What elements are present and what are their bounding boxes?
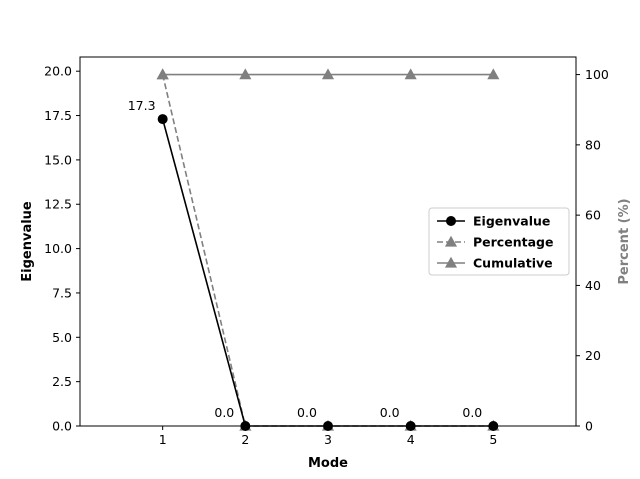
y2-tick-label: 40 [585,278,601,293]
y2-tick-label: 0 [585,419,593,434]
data-label: 0.0 [297,405,317,420]
legend-label-percentage: Percentage [473,235,553,250]
axes-layer: 1 2 3 4 5 0.0 2.5 5.0 7.5 10.0 12.5 15.0 17.5 20.0 0 20… [44,64,609,447]
y2-tick-label: 20 [585,348,601,363]
y-tick-label: 10.0 [44,241,72,256]
x-tick-label: 1 [159,432,167,447]
y-tick-label: 0.0 [52,419,72,434]
y-tick-label: 5.0 [52,330,72,345]
y-tick-label: 2.5 [52,374,72,389]
legend-marker-cumulative [444,256,458,268]
y2-axis-title: Percent (%) [617,198,632,284]
cumulative-point [404,68,417,80]
y-tick-label: 12.5 [44,197,72,212]
y-axis-title: Eigenvalue [20,201,35,282]
percentage-point [156,68,169,80]
legend-label-eigenvalue: Eigenvalue [473,214,550,229]
legend-marker-eigenvalue [446,216,456,226]
legend-marker-percentage [444,235,458,247]
x-axis-title: Mode [308,456,348,471]
data-label: 0.0 [214,405,234,420]
cumulative-point [487,68,500,80]
data-label: 0.0 [380,405,400,420]
y2-tick-label: 80 [585,137,601,152]
y2-tick-label: 60 [585,208,601,223]
y-tick-label: 17.5 [44,108,72,123]
legend-box [428,207,570,276]
y-tick-label: 15.0 [44,152,72,167]
legend-label-cumulative: Cumulative [473,256,553,271]
x-tick-label: 2 [241,432,249,447]
cumulative-point [239,68,252,80]
x-tick-label: 5 [489,432,497,447]
data-label: 17.3 [128,98,156,113]
data-label: 0.0 [462,405,482,420]
eigenvalue-point [157,114,168,125]
x-tick-label: 3 [324,432,332,447]
x-tick-label: 4 [407,432,415,447]
y-tick-label: 7.5 [52,285,72,300]
cumulative-point [321,68,335,80]
y2-tick-label: 100 [585,67,609,82]
y-tick-label: 20.0 [44,64,72,79]
legend: Eigenvalue Percentage Cumulative [428,207,570,276]
